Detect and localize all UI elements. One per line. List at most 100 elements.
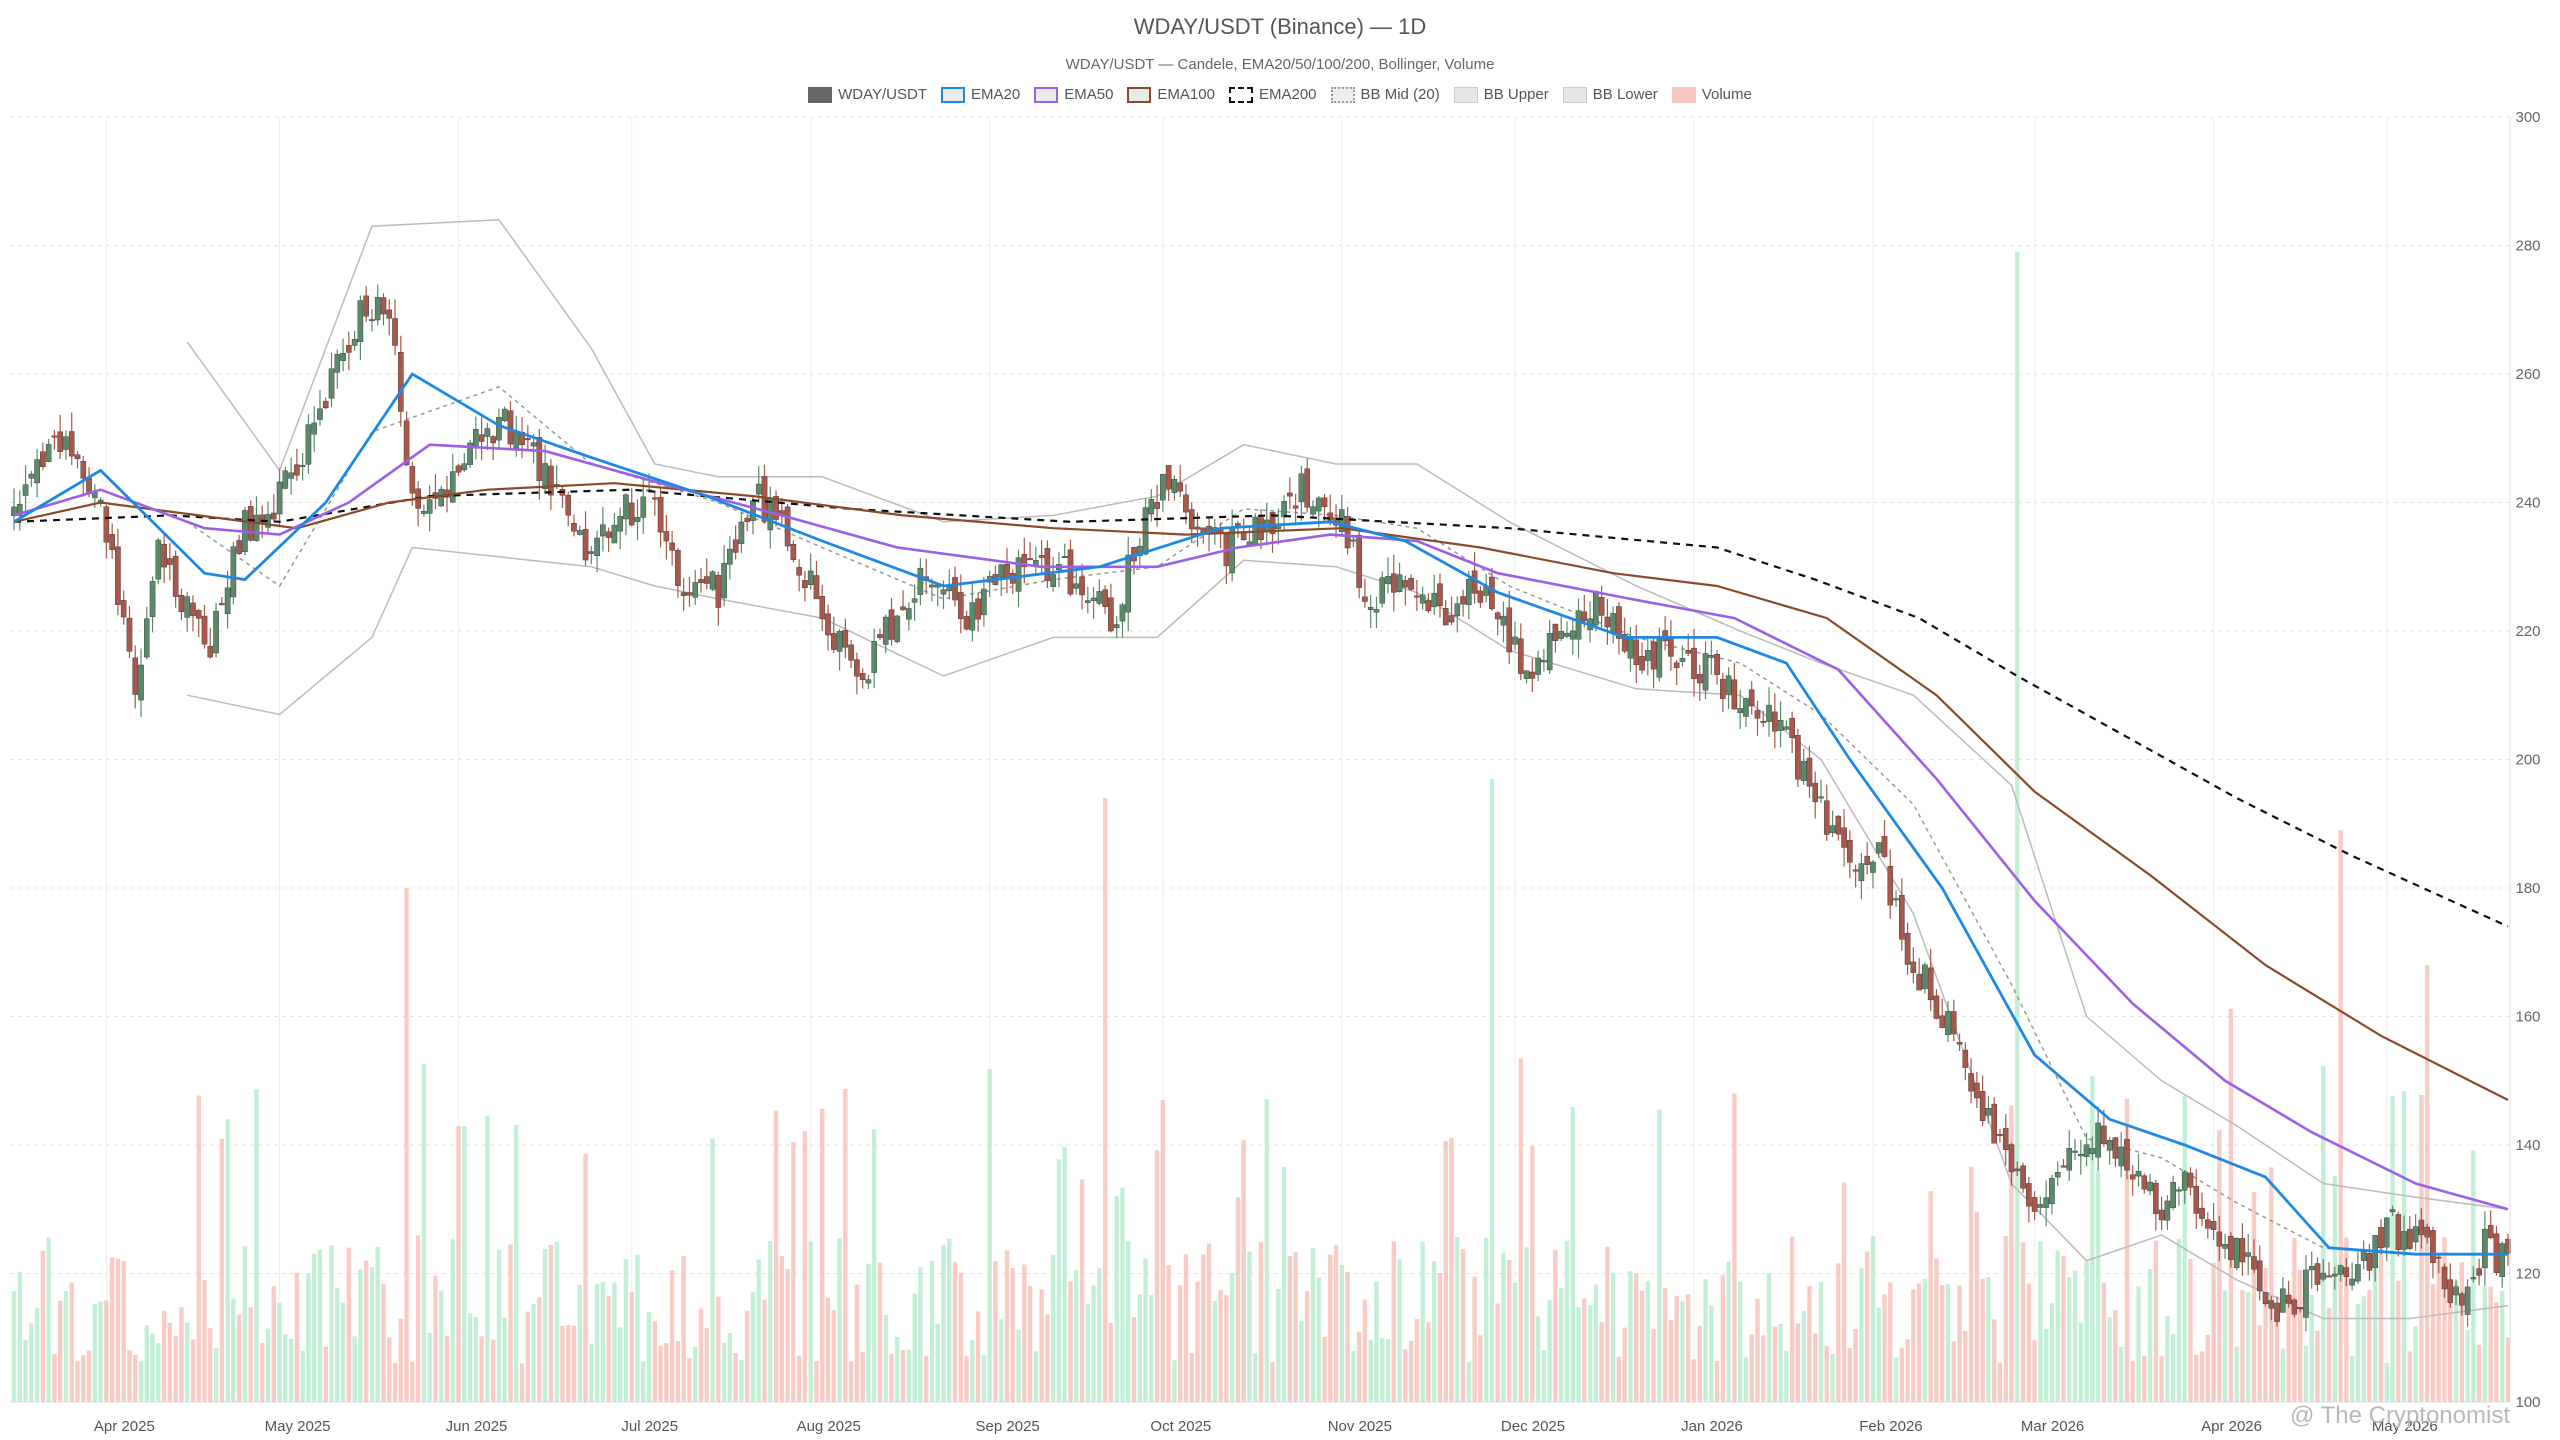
volume-bar xyxy=(825,1297,831,1402)
volume-bar xyxy=(1847,1347,1853,1402)
candle-body xyxy=(2435,1256,2442,1259)
candle-body xyxy=(409,466,416,494)
volume-bar xyxy=(34,1307,40,1402)
volume-bar xyxy=(1582,1298,1587,1402)
legend-item[interactable]: EMA20 xyxy=(941,86,1020,103)
volume-bar xyxy=(1016,1329,1021,1402)
volume-bar xyxy=(2211,1262,2216,1402)
candle-body xyxy=(628,502,635,526)
candle-body xyxy=(294,464,300,476)
candle-body xyxy=(1546,633,1553,671)
legend-item[interactable]: BB Mid (20) xyxy=(1330,86,1440,103)
candle-body xyxy=(1287,492,1293,497)
candle-body xyxy=(1460,596,1466,605)
volume-bar xyxy=(727,1332,733,1402)
volume-bar xyxy=(2130,1361,2135,1402)
volume-bar xyxy=(213,1348,219,1402)
candle-body xyxy=(963,616,970,630)
volume-bar xyxy=(2361,1296,2366,1402)
candle-body xyxy=(1645,649,1651,661)
candle-body xyxy=(322,400,329,409)
candle-body xyxy=(755,483,762,495)
candle-body xyxy=(1327,512,1334,521)
candle-body xyxy=(767,498,774,531)
volume-bar xyxy=(1258,1241,1264,1402)
candle-body xyxy=(1743,698,1749,717)
candle-body xyxy=(2176,1189,2182,1192)
volume-bar xyxy=(2113,1310,2118,1402)
volume-bar xyxy=(1489,778,1495,1402)
volume-bar xyxy=(1789,1236,1795,1402)
candle-body xyxy=(1650,641,1657,670)
candle-body xyxy=(1396,574,1403,592)
y-tick-label: 200 xyxy=(2515,752,2540,769)
candle-body xyxy=(2101,1125,2107,1145)
candle-body xyxy=(513,432,520,449)
legend-label: Volume xyxy=(1701,86,1752,103)
x-tick-label: Sep 2025 xyxy=(976,1418,1040,1435)
candle-body xyxy=(1927,967,1934,1001)
volume-bar xyxy=(496,1249,502,1402)
volume-bar xyxy=(1916,1283,1922,1402)
candle-body xyxy=(1379,577,1386,604)
volume-bar xyxy=(2505,1337,2511,1402)
volume-bar xyxy=(2159,1356,2164,1402)
candle-body xyxy=(686,592,693,596)
volume-bar xyxy=(1408,1340,1414,1402)
legend-item[interactable]: BB Upper xyxy=(1453,86,1549,103)
candle-body xyxy=(2401,1231,2407,1250)
chart-subtitle: WDAY/USDT — Candele, EMA20/50/100/200, B… xyxy=(1065,56,1495,73)
candle-body xyxy=(1517,638,1524,674)
volume-bar xyxy=(970,1340,975,1402)
volume-bar xyxy=(479,1336,484,1402)
candle-body xyxy=(1102,589,1108,607)
volume-bar xyxy=(1426,1322,1431,1402)
candle-body xyxy=(2193,1186,2200,1214)
candle-body xyxy=(1021,554,1028,568)
volume-bar xyxy=(912,1293,917,1402)
volume-bar xyxy=(2055,1250,2060,1402)
candle-body xyxy=(1154,502,1160,509)
legend-item[interactable]: WDAY/USDT xyxy=(808,86,927,103)
volume-bar xyxy=(698,1308,704,1402)
candle-body xyxy=(854,659,860,677)
candle-body xyxy=(1702,653,1709,691)
candle-body xyxy=(698,579,704,584)
candle-body xyxy=(2308,1266,2315,1271)
volume-bar xyxy=(1726,1261,1731,1402)
volume-bar xyxy=(1160,1100,1166,1402)
volume-bar xyxy=(929,1260,935,1402)
legend-item[interactable]: EMA50 xyxy=(1034,86,1113,103)
candle-body xyxy=(1558,631,1565,639)
legend-label: EMA200 xyxy=(1258,86,1317,103)
volume-bar xyxy=(2090,1076,2095,1402)
volume-bar xyxy=(335,1287,340,1402)
ema-lines xyxy=(13,372,2509,1256)
legend-item[interactable]: BB Lower xyxy=(1562,86,1658,103)
x-tick-label: Jun 2025 xyxy=(446,1418,508,1435)
volume-bar xyxy=(1674,1295,1679,1402)
candle-body xyxy=(369,319,375,322)
volume-bar xyxy=(537,1297,542,1402)
candle-body xyxy=(1304,468,1310,508)
volume-bar xyxy=(1784,1351,1789,1402)
candle-body xyxy=(1489,576,1495,610)
candle-body xyxy=(1569,630,1576,640)
candle-body xyxy=(496,417,502,441)
candle-body xyxy=(738,521,745,544)
volume-bar xyxy=(2488,1286,2493,1402)
volume-bar xyxy=(1963,1331,1968,1402)
volume-bar xyxy=(2038,1241,2043,1402)
legend-item[interactable]: EMA200 xyxy=(1228,86,1317,103)
candle-body xyxy=(877,634,883,638)
volume-bar xyxy=(860,1352,865,1402)
volume-bar xyxy=(1137,1294,1142,1402)
candle-body xyxy=(1922,964,1928,990)
volume-bar xyxy=(265,1328,271,1402)
legend-item[interactable]: EMA100 xyxy=(1127,86,1215,103)
candle-body xyxy=(1292,505,1299,509)
legend-item[interactable]: Volume xyxy=(1671,86,1752,103)
volume-bar xyxy=(814,1360,819,1402)
candle-body xyxy=(1448,615,1455,623)
volume-bar xyxy=(1940,1285,1945,1402)
